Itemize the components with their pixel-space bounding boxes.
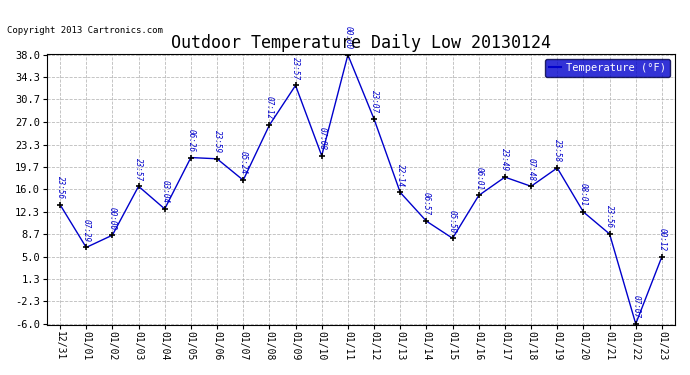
Text: 05:24: 05:24: [239, 152, 248, 175]
Text: 07:07: 07:07: [631, 295, 640, 318]
Text: 22:14: 22:14: [396, 164, 405, 187]
Text: 23:57: 23:57: [291, 57, 300, 80]
Legend: Temperature (°F): Temperature (°F): [545, 59, 670, 77]
Text: 23:07: 23:07: [370, 90, 379, 114]
Text: 07:29: 07:29: [81, 219, 90, 242]
Text: 23:58: 23:58: [553, 139, 562, 162]
Text: 07:12: 07:12: [265, 96, 274, 120]
Text: 08:01: 08:01: [579, 183, 588, 206]
Title: Outdoor Temperature Daily Low 20130124: Outdoor Temperature Daily Low 20130124: [171, 34, 551, 52]
Text: 03:04: 03:04: [160, 180, 169, 203]
Text: 05:50: 05:50: [448, 210, 457, 233]
Text: 00:12: 00:12: [658, 228, 667, 251]
Text: 23:57: 23:57: [134, 158, 143, 181]
Text: 23:56: 23:56: [55, 176, 65, 199]
Text: 06:26: 06:26: [186, 129, 195, 152]
Text: 00:00: 00:00: [344, 26, 353, 49]
Text: 06:01: 06:01: [474, 167, 483, 190]
Text: 06:57: 06:57: [422, 192, 431, 216]
Text: Copyright 2013 Cartronics.com: Copyright 2013 Cartronics.com: [7, 26, 163, 35]
Text: 23:49: 23:49: [500, 148, 509, 172]
Text: 23:59: 23:59: [213, 130, 221, 153]
Text: 07:08: 07:08: [317, 127, 326, 150]
Text: 23:56: 23:56: [605, 205, 614, 228]
Text: 00:00: 00:00: [108, 207, 117, 230]
Text: 07:48: 07:48: [526, 158, 535, 181]
